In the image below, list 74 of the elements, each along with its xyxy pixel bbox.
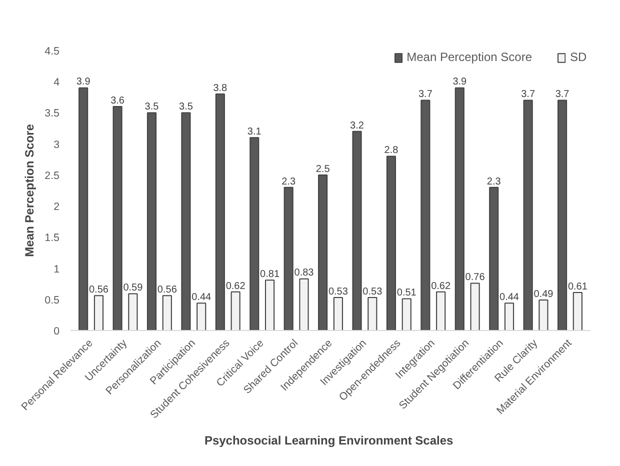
data-label: 3.6 — [110, 95, 125, 106]
bar — [523, 100, 533, 330]
data-label: 0.44 — [192, 292, 212, 304]
data-label: 0.56 — [88, 284, 109, 296]
bar — [299, 278, 309, 330]
data-label: 3.1 — [247, 126, 262, 138]
bar — [128, 293, 138, 330]
bar — [333, 297, 343, 330]
y-tick-label: 1.5 — [44, 232, 60, 244]
data-label: 2.3 — [486, 176, 502, 188]
bar — [318, 174, 328, 330]
data-label: 0.62 — [431, 280, 451, 292]
y-tick-label: 0.5 — [44, 294, 60, 306]
bar — [538, 300, 548, 330]
bar — [265, 280, 275, 330]
data-label: 2.5 — [316, 164, 330, 175]
legend-label: Mean Perception Score — [406, 50, 532, 64]
data-label: 0.83 — [294, 268, 314, 279]
y-tick-label: 3 — [54, 138, 60, 151]
bar — [284, 186, 294, 330]
bar — [112, 106, 122, 330]
y-tick-label: 2.5 — [44, 170, 60, 182]
x-axis-title: Psychosocial Learning Environment Scales — [204, 433, 454, 448]
bar — [454, 87, 464, 330]
y-tick-label: 0 — [54, 326, 60, 338]
y-tick-label: 1 — [54, 263, 60, 276]
data-label: 3.9 — [452, 76, 468, 88]
data-label: 3.7 — [521, 89, 536, 100]
bar — [162, 295, 172, 330]
data-label: 3.2 — [350, 120, 364, 132]
bar — [181, 112, 191, 330]
data-label: 0.49 — [534, 288, 554, 300]
legend-label: SD — [570, 50, 588, 64]
y-tick-label: 2 — [54, 201, 60, 214]
bar — [250, 137, 260, 330]
y-axis-title: Mean Perception Score — [22, 124, 37, 257]
data-label: 3.9 — [76, 76, 91, 88]
data-label: 0.76 — [465, 272, 486, 284]
data-label: 3.8 — [213, 82, 228, 94]
bar — [352, 130, 362, 330]
data-label: 2.3 — [282, 176, 296, 188]
data-label: 0.59 — [123, 282, 144, 294]
bar — [368, 297, 378, 330]
bar — [470, 282, 480, 330]
bar — [558, 100, 568, 330]
bar — [572, 292, 582, 330]
data-label: 3.7 — [555, 89, 570, 100]
bar — [146, 112, 157, 330]
data-label: 0.51 — [396, 288, 417, 299]
y-tick-label: 4 — [54, 76, 60, 89]
bar — [196, 302, 206, 330]
data-label: 0.81 — [260, 268, 280, 280]
bar — [436, 291, 446, 330]
bar — [78, 87, 88, 330]
data-label: 3.5 — [144, 102, 160, 113]
y-tick-label: 4.5 — [44, 46, 60, 58]
y-tick-label: 3.5 — [44, 108, 60, 120]
data-label: 0.56 — [157, 284, 178, 296]
data-label: 0.62 — [226, 280, 246, 292]
data-label: 0.44 — [500, 292, 520, 304]
data-label: 0.53 — [328, 286, 348, 298]
bar — [489, 186, 499, 330]
bar — [402, 298, 412, 330]
bar — [94, 295, 104, 330]
data-label: 3.5 — [179, 102, 194, 113]
data-label: 2.8 — [384, 145, 399, 156]
bar — [504, 302, 514, 330]
data-label: 0.53 — [362, 286, 383, 298]
bar — [386, 156, 396, 330]
data-label: 3.7 — [418, 89, 433, 100]
bar — [215, 94, 225, 330]
bar — [230, 291, 240, 330]
data-label: 0.61 — [568, 281, 588, 292]
bar — [420, 100, 430, 330]
